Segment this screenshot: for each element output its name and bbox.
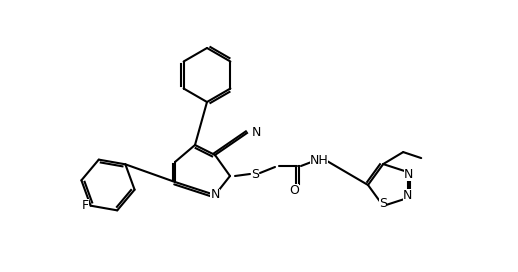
- Text: N: N: [252, 126, 262, 140]
- Text: O: O: [289, 184, 299, 196]
- Text: F: F: [81, 199, 89, 212]
- Text: N: N: [403, 189, 412, 202]
- Text: S: S: [379, 197, 387, 211]
- Text: N: N: [404, 168, 413, 181]
- Text: S: S: [251, 168, 259, 181]
- Text: NH: NH: [310, 154, 328, 168]
- Text: N: N: [210, 188, 220, 202]
